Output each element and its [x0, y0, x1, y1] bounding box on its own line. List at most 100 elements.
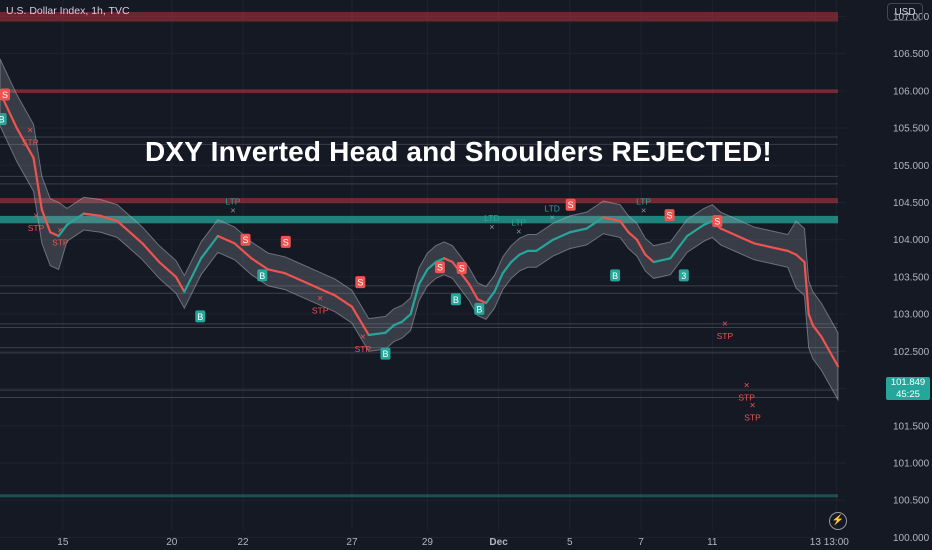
- stop-label: STP: [22, 137, 39, 147]
- signal-box: [355, 276, 366, 289]
- series-segment: [82, 212, 102, 217]
- x-tick-label: 15: [57, 537, 69, 548]
- x-tick-label: Dec: [489, 537, 508, 548]
- currency-button[interactable]: USD: [887, 3, 923, 21]
- series-segment: [493, 272, 504, 293]
- signal-label: S: [568, 200, 574, 210]
- support-resistance-zones: [0, 11, 838, 498]
- series-segment: [702, 219, 714, 226]
- signal-label: B: [612, 271, 618, 281]
- x-tick-label: 22: [237, 537, 249, 548]
- signal-label: B: [197, 312, 203, 322]
- ltp-label: LTP: [636, 197, 651, 207]
- series-segment: [518, 249, 530, 256]
- y-tick-label: 104.500: [893, 198, 930, 209]
- series-segment: [99, 214, 119, 223]
- stop-label: STP: [744, 413, 761, 423]
- signal-label: S: [357, 278, 363, 288]
- y-tick-label: 103.500: [893, 272, 930, 283]
- x-tick-label: 20: [166, 537, 178, 548]
- last-price-tag: 101.849 45:25: [886, 377, 930, 400]
- series-segment: [753, 242, 773, 249]
- y-tick-label: 100.500: [893, 496, 930, 507]
- signal-box: [434, 261, 445, 274]
- y-tick-label: 100.000: [893, 533, 930, 544]
- series-segment: [392, 320, 404, 327]
- zone-band: [0, 198, 838, 204]
- ltp-cross: ×: [489, 222, 494, 232]
- series-segment: [476, 298, 488, 305]
- zone-band: [0, 494, 838, 498]
- ltp-cross: ×: [641, 206, 646, 216]
- series-segment: [40, 208, 52, 234]
- y-tick-label: 106.000: [893, 86, 930, 97]
- y-tick-label: 101.000: [893, 459, 930, 470]
- bolt-icon[interactable]: ⚡: [829, 512, 847, 530]
- ltp-label: LTP: [225, 197, 240, 207]
- signal-label: S: [243, 235, 249, 245]
- series-segment: [807, 313, 814, 327]
- signal-box: [610, 269, 621, 282]
- signal-box: [0, 113, 7, 126]
- series-segment: [719, 227, 739, 238]
- series-segment: [736, 234, 756, 245]
- signal-label: S: [283, 237, 289, 247]
- series-segment: [459, 272, 471, 286]
- series-segment: [635, 238, 647, 256]
- stop-cross: ×: [722, 319, 728, 330]
- signal-label: S: [437, 263, 443, 273]
- series-segment: [652, 257, 672, 264]
- series-segment: [409, 283, 421, 316]
- series-segment: [49, 231, 60, 238]
- stop-label: STP: [312, 305, 329, 315]
- signal-box: [257, 269, 268, 282]
- signal-box: [0, 88, 11, 101]
- stop-label: STP: [738, 393, 755, 403]
- signal-label: B: [476, 304, 482, 314]
- series-segment: [65, 212, 85, 226]
- series-segment: [200, 234, 219, 260]
- signal-box: [450, 293, 461, 306]
- series-segment: [401, 313, 412, 323]
- signal-box: [712, 215, 723, 228]
- signal-box: [565, 198, 576, 211]
- ltp-label: LTD: [545, 203, 560, 213]
- signal-label: S: [714, 217, 720, 227]
- signal-label: B: [453, 295, 459, 305]
- series-segment: [535, 238, 555, 252]
- y-tick-label: 104.000: [893, 235, 930, 246]
- series-segment: [417, 268, 429, 286]
- series-segment: [551, 231, 571, 241]
- series-segment: [32, 156, 44, 212]
- signal-label: B: [0, 115, 5, 125]
- series-segment: [183, 257, 203, 293]
- bar-countdown: 45:25: [896, 388, 920, 400]
- series-segment: [468, 283, 479, 301]
- signal-box: [678, 269, 689, 282]
- series-segment: [510, 253, 521, 264]
- series-segment: [250, 257, 270, 271]
- x-tick-label: 7: [638, 537, 644, 548]
- series-segment: [820, 335, 831, 353]
- y-tick-label: 105.500: [893, 124, 930, 135]
- stop-label: STP: [717, 331, 734, 341]
- last-price: 101.849: [890, 377, 926, 388]
- chart-headline: DXY Inverted Head and Shoulders REJECTED…: [145, 136, 772, 167]
- series-segment: [644, 253, 655, 264]
- ltp-cross: ×: [550, 212, 555, 222]
- y-tick-label: 105.000: [893, 161, 930, 172]
- series-segment: [334, 294, 354, 308]
- x-tick-label: 13:00: [824, 537, 849, 548]
- envelope-band: [0, 58, 839, 402]
- signal-label: S: [2, 90, 8, 100]
- series-segment: [811, 324, 823, 338]
- series-segment: [443, 257, 454, 264]
- series-segment: [267, 268, 287, 275]
- series-segment: [233, 242, 253, 260]
- x-tick-label: 13: [810, 537, 822, 548]
- series-segment: [619, 219, 630, 234]
- series-segment: [501, 260, 513, 275]
- x-tick-label: 11: [707, 537, 718, 548]
